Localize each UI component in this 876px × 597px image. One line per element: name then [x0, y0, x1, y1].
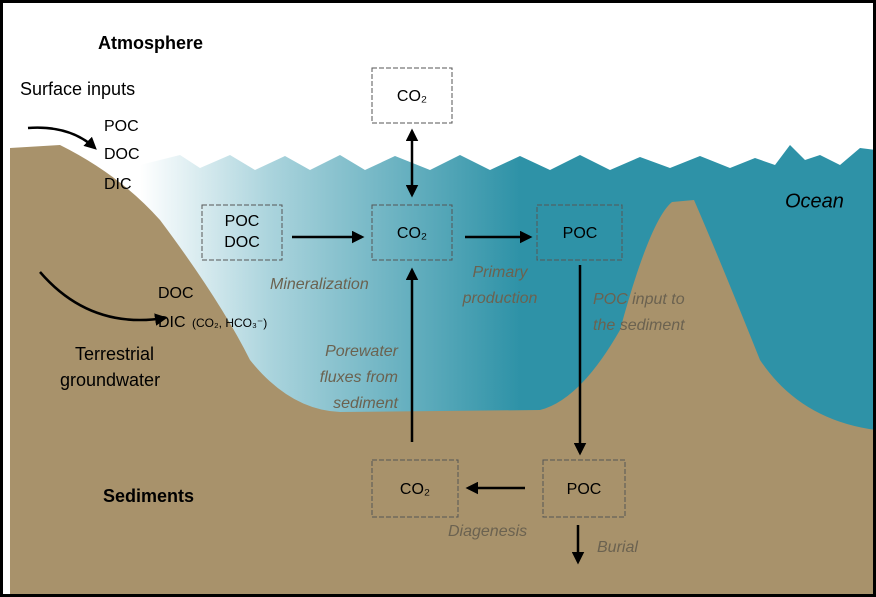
box — [542, 459, 626, 518]
input-item: DIC — [104, 176, 132, 193]
process-label: production — [462, 290, 538, 307]
land — [10, 145, 876, 597]
input-item: DIC — [158, 314, 186, 331]
box — [201, 204, 283, 261]
process-label: Diagenesis — [448, 523, 527, 540]
box — [371, 204, 453, 261]
process-label: Mineralization — [270, 276, 369, 293]
groundwater-title: Terrestrial — [75, 344, 154, 364]
process-label: sediment — [333, 395, 398, 412]
surface-arrow — [27, 126, 97, 150]
process-label: fluxes from — [320, 369, 398, 386]
ocean-label: Ocean — [785, 190, 844, 212]
atmosphere-label: Atmosphere — [98, 33, 203, 53]
process-label: Primary — [472, 264, 528, 281]
box — [371, 67, 453, 124]
input-item: POC — [104, 118, 139, 135]
box-label: POC — [567, 481, 602, 498]
surface-inputs-title: Surface inputs — [20, 79, 135, 99]
input-detail: (CO₂, HCO₃⁻) — [192, 316, 267, 330]
box-label: CO₂ — [397, 225, 427, 242]
box-label: DOC — [224, 234, 260, 251]
groundwater-arrow — [39, 271, 168, 326]
box-label: POC — [225, 213, 260, 230]
box-label: POC — [563, 225, 598, 242]
process-label: Porewater — [325, 343, 399, 360]
box-label: CO₂ — [400, 481, 430, 498]
process-label: Burial — [597, 539, 638, 556]
input-item: DOC — [104, 146, 140, 163]
input-item: DOC — [158, 285, 194, 302]
box-label: CO₂ — [397, 88, 427, 105]
box — [371, 459, 459, 518]
groundwater-title: groundwater — [60, 370, 160, 390]
sediments-label: Sediments — [103, 486, 194, 506]
process-label: the sediment — [593, 317, 685, 334]
box — [536, 204, 623, 261]
process-label: POC input to — [593, 291, 685, 308]
